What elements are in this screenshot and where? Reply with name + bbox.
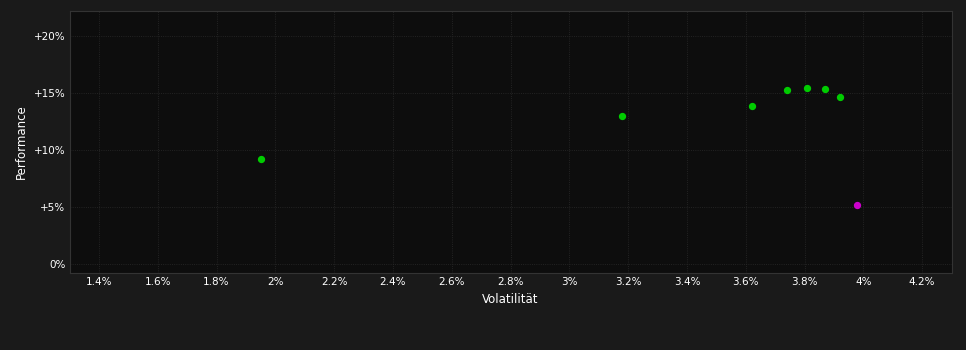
Point bbox=[800, 85, 815, 91]
X-axis label: Volatilität: Volatilität bbox=[482, 293, 539, 306]
Y-axis label: Performance: Performance bbox=[15, 104, 28, 179]
Point bbox=[850, 202, 866, 207]
Point bbox=[744, 104, 759, 109]
Point bbox=[817, 86, 833, 92]
Point bbox=[832, 94, 847, 100]
Point bbox=[614, 113, 630, 118]
Point bbox=[780, 88, 795, 93]
Point bbox=[253, 156, 269, 162]
